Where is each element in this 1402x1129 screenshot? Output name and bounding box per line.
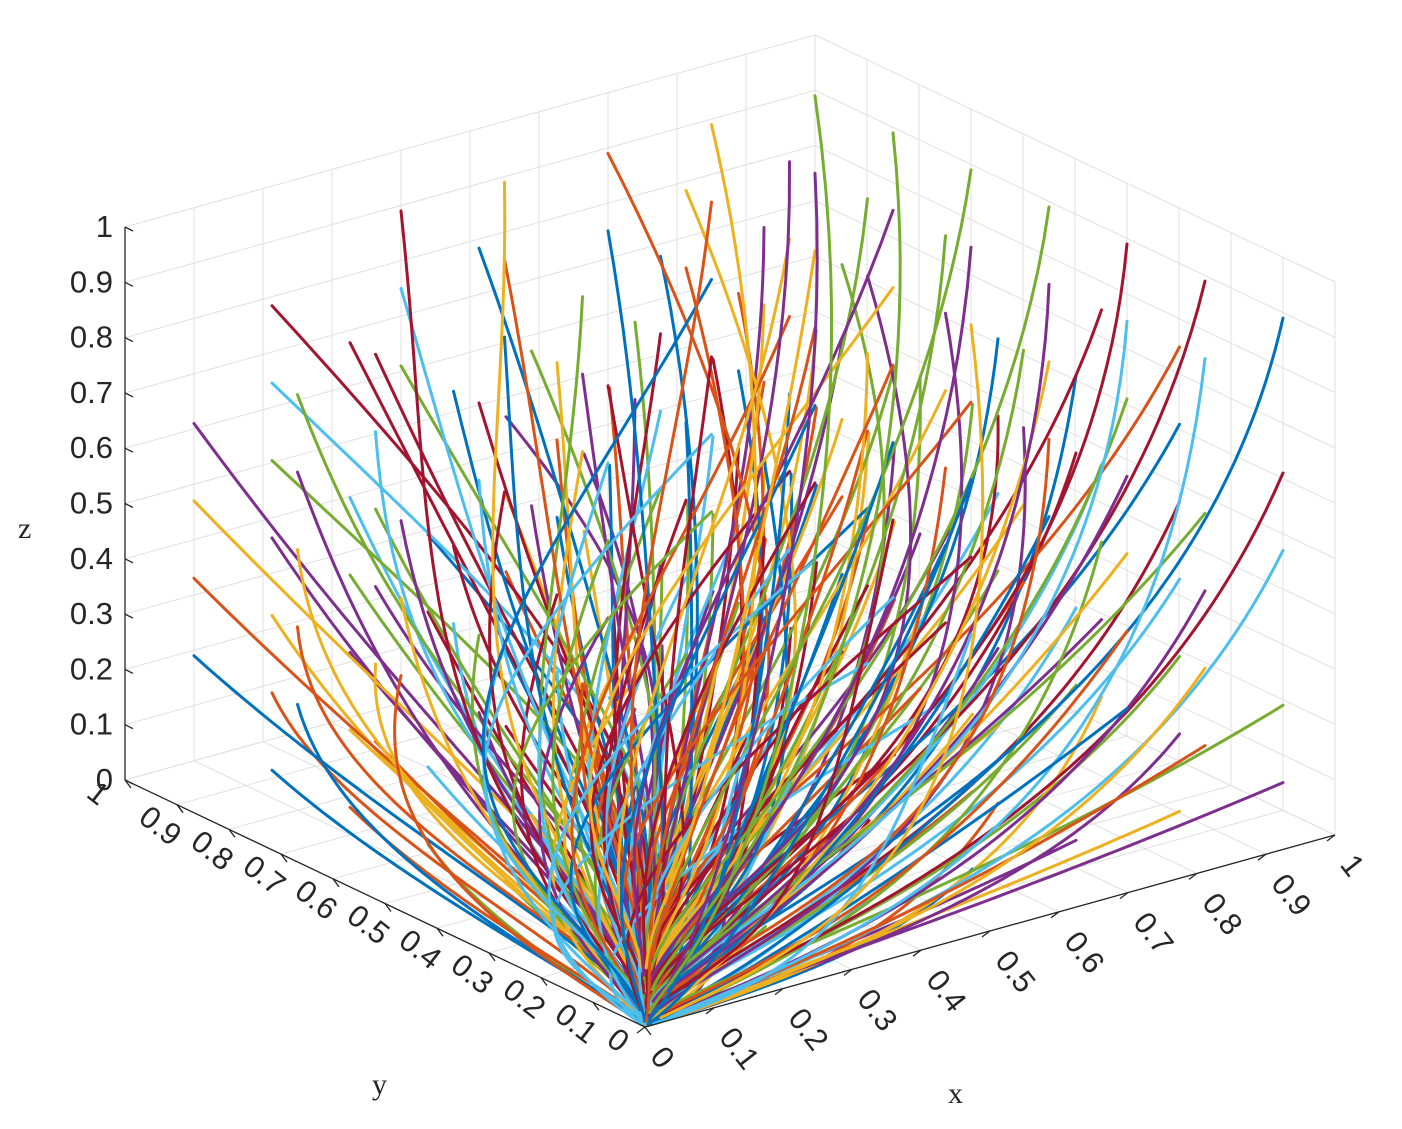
x-axis-label: x xyxy=(948,1077,963,1110)
trajectory-line xyxy=(589,469,791,995)
x-tick xyxy=(1188,872,1198,880)
grid-line xyxy=(814,89,1336,338)
z-tick-label: 0.7 xyxy=(70,375,113,410)
z-tick-label: 1 xyxy=(96,209,113,244)
y-tick xyxy=(644,1026,652,1036)
trajectory-line xyxy=(547,558,817,1027)
y-tick xyxy=(592,1001,600,1011)
trajectory-line xyxy=(651,633,973,1026)
x-tick-label: 0.2 xyxy=(781,1001,835,1057)
z-tick xyxy=(124,226,134,232)
grid-line xyxy=(814,34,1336,283)
trajectory-line xyxy=(652,437,1051,1007)
trajectory-line xyxy=(651,282,1051,1003)
trajectory-line xyxy=(482,432,713,993)
z-tick-label: 0.9 xyxy=(70,264,113,299)
x-tick-label: 0 xyxy=(643,1040,681,1075)
y-tick xyxy=(384,903,392,912)
z-tick-label: 0.8 xyxy=(70,320,113,355)
z-tick xyxy=(124,558,134,564)
x-tick-label: 0.4 xyxy=(919,963,973,1019)
z-tick-label: 0.4 xyxy=(70,541,113,576)
z-tick xyxy=(124,779,134,785)
trajectory-line xyxy=(644,326,817,1023)
x-tick xyxy=(1119,892,1129,900)
grid-line xyxy=(814,311,1336,559)
grid-line xyxy=(124,311,816,504)
trajectory-line xyxy=(620,404,817,1023)
x-tick-label: 0.3 xyxy=(850,982,904,1038)
x-tick xyxy=(705,1007,715,1015)
grid-line xyxy=(124,34,816,228)
x-tick xyxy=(1257,853,1267,861)
z-tick-label: 0 xyxy=(96,762,113,797)
y-tick xyxy=(332,878,340,888)
trajectory-layer xyxy=(192,94,1285,1028)
grid-line xyxy=(814,200,1336,449)
x-tick-label: 0.9 xyxy=(1264,867,1318,923)
trajectory-line xyxy=(650,360,1051,1022)
z-tick xyxy=(124,281,134,287)
grid-line xyxy=(124,89,816,283)
x-tick-label: 0.7 xyxy=(1126,905,1180,961)
trajectory-line xyxy=(648,94,833,1015)
trajectory-line xyxy=(597,547,791,1025)
z-axis-label: z xyxy=(18,512,31,545)
y-axis-label: y xyxy=(372,1068,387,1101)
z-tick xyxy=(124,392,134,398)
label-layer: x y z xyxy=(18,512,963,1110)
x-tick xyxy=(774,988,784,996)
trajectory-line xyxy=(651,352,869,973)
y-tick xyxy=(436,927,444,937)
x-tick xyxy=(1050,911,1060,919)
x-tick xyxy=(981,930,991,938)
z-tick xyxy=(124,668,134,674)
grid-line xyxy=(228,636,920,830)
x-tick xyxy=(636,1026,646,1034)
z-tick-label: 0.2 xyxy=(70,651,113,686)
y-tick-label: 0 xyxy=(601,1021,636,1059)
z-tick-label: 0.3 xyxy=(70,596,113,631)
y-tick xyxy=(488,952,496,962)
z-tick-label: 0.1 xyxy=(70,707,113,742)
z-tick xyxy=(124,724,134,730)
trajectory-line xyxy=(659,323,985,1020)
trajectory-line xyxy=(481,278,713,1004)
z-tick xyxy=(124,502,134,509)
y-tick xyxy=(176,804,184,814)
trajectory-line xyxy=(646,478,973,1026)
x-tick xyxy=(912,949,922,957)
trajectory-line xyxy=(632,208,895,977)
trajectory-line xyxy=(655,426,1027,1013)
trajectory-line xyxy=(647,242,1129,992)
x-tick xyxy=(843,968,853,976)
x-tick xyxy=(1326,834,1336,842)
y-tick xyxy=(228,829,236,838)
trajectory-line xyxy=(647,441,895,1022)
z-tick xyxy=(124,447,134,453)
y-tick xyxy=(280,853,288,863)
x-tick-label: 0.1 xyxy=(712,1021,766,1077)
grid-line xyxy=(124,200,816,394)
z-tick-label: 0.5 xyxy=(70,486,113,521)
y-tick xyxy=(124,779,132,789)
z-tick xyxy=(124,337,134,343)
z-tick xyxy=(124,613,134,619)
x-tick-label: 0.5 xyxy=(988,944,1042,1000)
y-tick xyxy=(540,977,548,986)
z-tick-label: 0.6 xyxy=(70,430,113,465)
trajectory-line xyxy=(644,249,817,970)
x-tick-label: 0.8 xyxy=(1195,886,1249,942)
grid-line xyxy=(814,145,1336,394)
trajectory-line xyxy=(588,286,895,969)
x-tick-label: 1 xyxy=(1333,848,1371,883)
grid-line xyxy=(124,145,816,339)
x-tick-label: 0.6 xyxy=(1057,925,1111,981)
